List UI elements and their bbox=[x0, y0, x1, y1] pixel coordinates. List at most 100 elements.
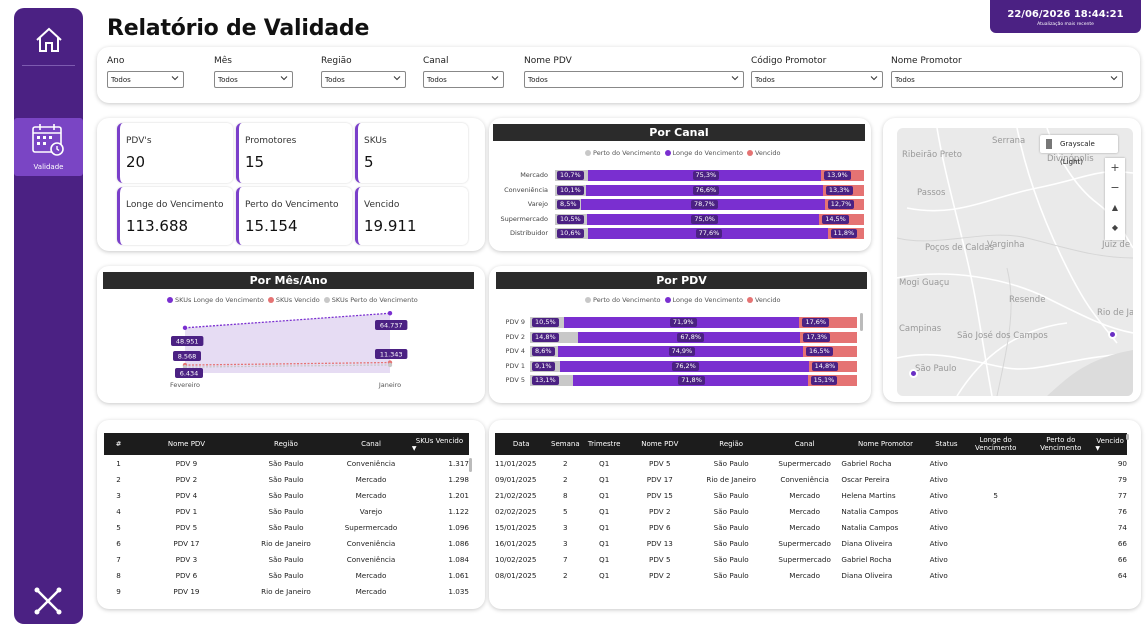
column-header[interactable]: Nome PDV bbox=[133, 433, 240, 455]
column-header[interactable]: SKUs Vencido ▼ bbox=[409, 433, 469, 455]
column-header[interactable]: Região bbox=[239, 433, 333, 455]
table-cell: PDV 5 bbox=[649, 554, 671, 564]
series-line bbox=[184, 312, 391, 329]
table-cell: São Paulo bbox=[268, 554, 304, 564]
sidebar-item-validade[interactable]: Validade bbox=[14, 118, 83, 176]
pdv-bar-row: 9,1% 76,2% 14,8% bbox=[530, 360, 857, 372]
legend-item[interactable]: Longe do Vencimento bbox=[664, 149, 743, 157]
table-row[interactable]: 09/01/2025 2 Q1 PDV 17 Rio de Janeiro Conveni… bbox=[495, 471, 1127, 487]
filter-dropdown[interactable]: Todos bbox=[891, 71, 1123, 88]
column-header-label: Região bbox=[274, 440, 298, 448]
legend-item[interactable]: Longe do Vencimento bbox=[664, 296, 743, 304]
column-header[interactable]: Canal bbox=[767, 433, 842, 455]
map-point-rio-de-janeiro[interactable] bbox=[1108, 330, 1117, 339]
filter-dropdown[interactable]: Todos bbox=[751, 71, 883, 88]
table-cell: Mercado bbox=[355, 474, 387, 484]
left-table-scrollbar[interactable] bbox=[469, 458, 472, 472]
kpi-value: 15 bbox=[245, 153, 265, 171]
table-cell: Conveniência bbox=[780, 474, 829, 484]
series-point[interactable] bbox=[387, 362, 393, 368]
legend-item[interactable]: Perto do Vencimento bbox=[585, 149, 661, 157]
filter-dropdown[interactable]: Todos bbox=[524, 71, 744, 88]
table-cell: PDV 13 bbox=[646, 538, 673, 548]
table-cell: 15/01/2025 bbox=[495, 522, 537, 532]
table-cell: Supermercado bbox=[778, 554, 831, 564]
table-cell: 90 bbox=[1117, 458, 1127, 468]
table-cell bbox=[963, 519, 1028, 535]
legend-item[interactable]: SKUs Vencido bbox=[267, 296, 320, 304]
pdv-bar-row: 14,8% 67,8% 17,3% bbox=[530, 331, 857, 343]
table-row[interactable]: 7 PDV 3 São Paulo Conveniência 1.084 bbox=[104, 551, 469, 567]
table-row[interactable]: 02/02/2025 5 Q1 PDV 2 São Paulo Mercado Natali… bbox=[495, 503, 1127, 519]
table-row[interactable]: 6 PDV 17 Rio de Janeiro Conveniência 1.086 bbox=[104, 535, 469, 551]
column-header[interactable]: Nome Promotor bbox=[841, 433, 930, 455]
table-row[interactable]: 16/01/2025 3 Q1 PDV 13 São Paulo Supermercado… bbox=[495, 535, 1127, 551]
table-cell: 2 bbox=[563, 458, 568, 468]
home-icon[interactable] bbox=[14, 20, 83, 60]
filter-dropdown[interactable]: Todos bbox=[214, 71, 293, 88]
table-row[interactable]: 8 PDV 6 São Paulo Mercado 1.061 bbox=[104, 567, 469, 583]
map[interactable]: Serrana Ribeirão Preto Divinópolis Poços… bbox=[897, 128, 1133, 396]
legend-item[interactable]: Perto do Vencimento bbox=[585, 296, 661, 304]
column-header[interactable]: Longe do Vencimento bbox=[963, 433, 1029, 455]
filter-value: Todos bbox=[325, 76, 345, 84]
pdv-scrollbar[interactable] bbox=[860, 313, 863, 331]
table-cell: São Paulo bbox=[268, 474, 304, 484]
table-row[interactable]: 3 PDV 4 São Paulo Mercado 1.201 bbox=[104, 487, 469, 503]
legend-label: Longe do Vencimento bbox=[672, 149, 743, 157]
kpi-label: Promotores bbox=[245, 136, 297, 146]
legend-label: SKUs Perto do Vencimento bbox=[331, 296, 418, 304]
network-x-icon[interactable] bbox=[33, 586, 63, 620]
legend-item[interactable]: SKUs Perto do Vencimento bbox=[323, 296, 418, 304]
column-header[interactable]: Região bbox=[694, 433, 768, 455]
table-cell: Mercado bbox=[355, 586, 387, 596]
tilt-icon[interactable]: ▲ bbox=[1111, 203, 1119, 212]
series-point[interactable] bbox=[387, 311, 393, 316]
table-row[interactable]: 11/01/2025 2 Q1 PDV 5 São Paulo Supermercado G… bbox=[495, 455, 1127, 471]
table-row[interactable]: 1 PDV 9 São Paulo Conveniência 1.317 bbox=[104, 455, 469, 471]
table-row[interactable]: 2 PDV 2 São Paulo Mercado 1.298 bbox=[104, 471, 469, 487]
kpi-value: 113.688 bbox=[126, 217, 189, 235]
table-cell: São Paulo bbox=[268, 458, 304, 468]
column-header[interactable]: Nome PDV bbox=[625, 433, 695, 455]
filter-dropdown[interactable]: Todos bbox=[107, 71, 184, 88]
filter-dropdown[interactable]: Todos bbox=[423, 71, 504, 88]
table-row[interactable]: 21/02/2025 8 Q1 PDV 15 São Paulo Mercado Helen… bbox=[495, 487, 1127, 503]
column-header[interactable]: Status bbox=[929, 433, 964, 455]
map-point-sao-paulo[interactable] bbox=[909, 369, 918, 378]
table-row[interactable]: 08/01/2025 2 Q1 PDV 2 São Paulo Mercado Diana … bbox=[495, 567, 1127, 583]
right-table-scrollbar[interactable] bbox=[1126, 434, 1129, 440]
last-update-note: Atualização mais recente bbox=[1037, 22, 1094, 27]
table-cell: PDV 19 bbox=[173, 586, 200, 596]
sort-desc-icon: ▼ bbox=[1095, 444, 1100, 452]
column-header[interactable]: Vencido ▼ bbox=[1093, 433, 1127, 455]
column-header[interactable]: Canal bbox=[332, 433, 410, 455]
table-row[interactable]: 15/01/2025 3 Q1 PDV 6 São Paulo Mercado Natali… bbox=[495, 519, 1127, 535]
filter-dropdown[interactable]: Todos bbox=[321, 71, 406, 88]
column-header[interactable]: Semana bbox=[547, 433, 584, 455]
kpi-card: Promotores 15 bbox=[236, 123, 352, 183]
table-row[interactable]: 10/02/2025 7 Q1 PDV 5 São Paulo Supermercado G… bbox=[495, 551, 1127, 567]
table-row[interactable]: 4 PDV 1 São Paulo Varejo 1.122 bbox=[104, 503, 469, 519]
column-header[interactable]: # bbox=[104, 433, 134, 455]
filter-label: Mês bbox=[214, 56, 232, 66]
legend-item[interactable]: SKUs Longe do Vencimento bbox=[167, 296, 264, 304]
zoom-in-icon[interactable]: + bbox=[1110, 161, 1120, 174]
table-row[interactable]: 5 PDV 5 São Paulo Supermercado 1.096 bbox=[104, 519, 469, 535]
compass-icon[interactable]: ◆ bbox=[1111, 223, 1119, 232]
table-row[interactable]: 9 PDV 19 Rio de Janeiro Mercado 1.035 bbox=[104, 583, 469, 599]
map-label: Passos bbox=[917, 188, 946, 198]
column-header[interactable]: Perto do Vencimento bbox=[1028, 433, 1094, 455]
zoom-out-icon[interactable]: − bbox=[1110, 181, 1120, 194]
kpi-card: Vencido 19.911 bbox=[355, 187, 468, 245]
legend-item[interactable]: Vencido bbox=[746, 149, 780, 157]
filter-value: Todos bbox=[528, 76, 548, 84]
kpi-value: 20 bbox=[126, 153, 146, 171]
column-header[interactable]: Trimestre bbox=[583, 433, 626, 455]
legend-item[interactable]: Vencido bbox=[746, 296, 780, 304]
map-style-button[interactable]: Grayscale (Light) bbox=[1040, 135, 1118, 166]
table-cell: Ativo bbox=[929, 506, 948, 516]
series-point[interactable] bbox=[182, 325, 188, 331]
table-header-row: Data Semana Trimestre Nome PDV Região Canal No… bbox=[495, 433, 1127, 455]
column-header[interactable]: Data bbox=[495, 433, 548, 455]
